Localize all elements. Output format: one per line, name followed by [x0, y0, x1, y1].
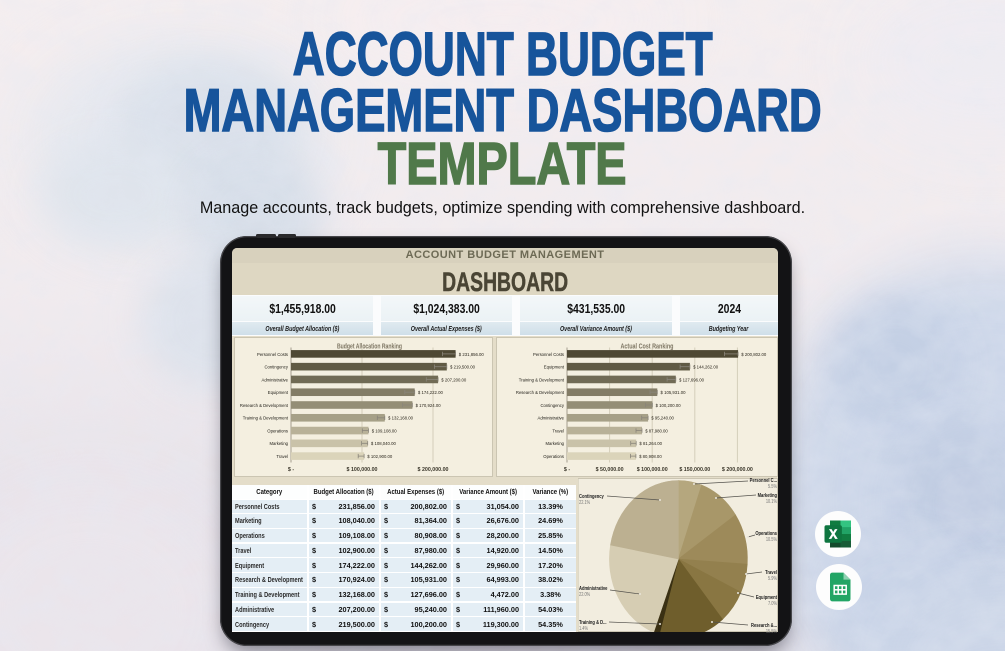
svg-text:Personnel Costs: Personnel Costs — [257, 352, 289, 358]
svg-text:Equipment: Equipment — [268, 390, 289, 396]
svg-text:Administrative: Administrative — [262, 377, 289, 383]
svg-text:$ 231,856.00: $ 231,856.00 — [459, 352, 484, 358]
svg-text:$ 219,500.00: $ 219,500.00 — [450, 365, 475, 371]
svg-text:$ 87,980.00: $ 87,980.00 — [645, 429, 668, 435]
svg-text:Marketing: Marketing — [546, 441, 565, 447]
svg-text:$ 200,802.00: $ 200,802.00 — [741, 352, 766, 358]
svg-text:Travel: Travel — [276, 454, 288, 460]
svg-text:$ 150,000.00: $ 150,000.00 — [679, 467, 710, 473]
svg-text:Actual Cost Ranking: Actual Cost Ranking — [621, 342, 674, 351]
svg-text:$ 200,000.00: $ 200,000.00 — [418, 467, 449, 473]
svg-text:$ 174,222.00: $ 174,222.00 — [418, 390, 443, 396]
svg-text:Contingency: Contingency — [541, 403, 565, 409]
svg-text:Travel: Travel — [552, 429, 564, 435]
svg-text:Budget Allocation Ranking: Budget Allocation Ranking — [337, 342, 402, 351]
svg-text:$ 200,000.00: $ 200,000.00 — [722, 467, 753, 473]
svg-text:$ 108,040.00: $ 108,040.00 — [371, 441, 396, 447]
svg-text:Personnel Costs: Personnel Costs — [533, 352, 565, 358]
svg-text:$ 100,000.00: $ 100,000.00 — [637, 467, 668, 473]
svg-text:$ 132,168.00: $ 132,168.00 — [388, 416, 413, 422]
svg-text:$ 109,108.00: $ 109,108.00 — [372, 429, 397, 435]
svg-text:Training & Development: Training & Development — [243, 416, 289, 422]
svg-text:$ 100,000.00: $ 100,000.00 — [347, 467, 378, 473]
svg-text:$ 102,900.00: $ 102,900.00 — [367, 454, 392, 460]
svg-text:$ 144,262.00: $ 144,262.00 — [693, 365, 718, 371]
svg-text:$ 81,264.00: $ 81,264.00 — [639, 441, 662, 447]
svg-text:$ 95,240.00: $ 95,240.00 — [651, 416, 674, 422]
svg-text:Operations: Operations — [267, 429, 288, 435]
svg-text:$ 170,924.00: $ 170,924.00 — [416, 403, 441, 409]
svg-text:$ 207,200.00: $ 207,200.00 — [441, 377, 466, 383]
svg-text:$ 105,931.00: $ 105,931.00 — [661, 390, 686, 396]
svg-text:$ 80,908.00: $ 80,908.00 — [639, 454, 662, 460]
svg-text:Research & Development: Research & Development — [516, 390, 565, 396]
svg-text:Contingency: Contingency — [265, 365, 289, 371]
svg-text:Operations: Operations — [543, 454, 564, 460]
svg-text:$ -: $ - — [288, 467, 294, 473]
svg-text:Equipment: Equipment — [544, 365, 565, 371]
svg-text:$ -: $ - — [564, 467, 570, 473]
svg-text:$ 100,200.00: $ 100,200.00 — [656, 403, 681, 409]
svg-text:Administrative: Administrative — [538, 416, 565, 422]
svg-text:Marketing: Marketing — [270, 441, 289, 447]
svg-text:$ 127,696.00: $ 127,696.00 — [679, 377, 704, 383]
svg-text:Training & Development: Training & Development — [519, 377, 565, 383]
svg-text:Research & Development: Research & Development — [240, 403, 289, 409]
svg-text:$ 50,000.00: $ 50,000.00 — [596, 467, 624, 473]
